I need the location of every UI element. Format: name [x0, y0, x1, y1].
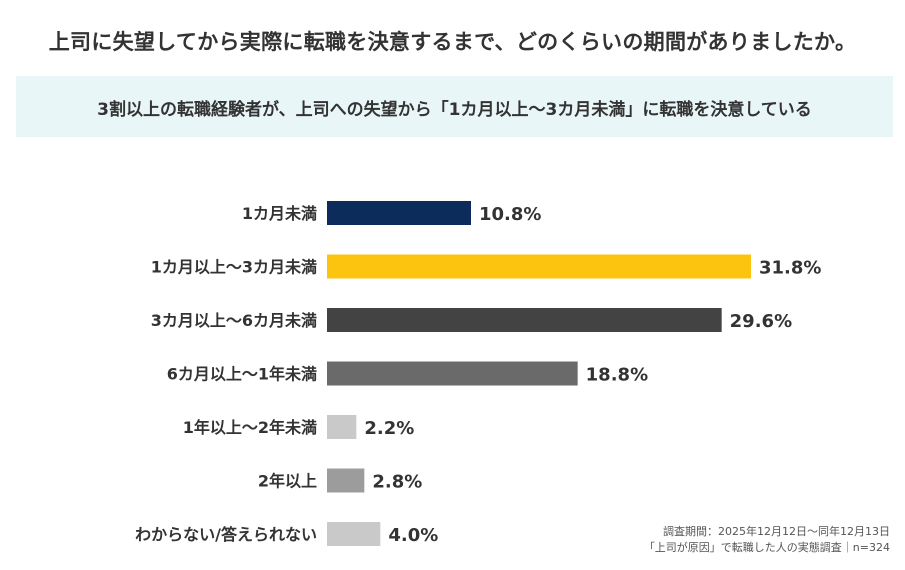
data-label: 29.6%: [730, 311, 792, 332]
category-label: 6カ月以上～1年未満: [167, 365, 317, 384]
data-label: 31.8%: [759, 258, 821, 279]
bar: [327, 415, 357, 439]
category-label: 3カ月以上～6カ月未満: [151, 311, 317, 330]
survey-period: 調査期間：2025年12月12日～同年12月13日: [663, 525, 890, 538]
bar: [327, 522, 381, 546]
subtitle-banner: 3割以上の転職経験者が、上司への失望から「1カ月以上～3カ月未満」に転職を決意し…: [16, 76, 893, 137]
bar: [327, 468, 365, 493]
data-label: 2.2%: [364, 418, 414, 439]
bar: [327, 361, 578, 386]
chart-title: 上司に失望してから実際に転職を決意するまで、どのくらいの期間がありましたか。: [48, 30, 857, 54]
survey-footnote: 調査期間：2025年12月12日～同年12月13日 「上司が原因」で転職した人の…: [604, 524, 890, 556]
data-label: 2.8%: [372, 472, 422, 493]
category-label: 2年以上: [258, 472, 317, 491]
data-label: 10.8%: [479, 204, 541, 225]
category-label: 1年以上～2年未満: [183, 418, 317, 437]
category-label: 1カ月未満: [242, 204, 317, 223]
data-label: 4.0%: [388, 525, 438, 546]
survey-source: 「上司が原因」で転職した人の実態調査｜n=324: [643, 541, 890, 554]
data-label: 18.8%: [586, 365, 648, 386]
bar: [327, 308, 722, 332]
bar: [327, 201, 471, 225]
category-label: わからない/答えられない: [135, 525, 317, 544]
category-label: 1カ月以上～3カ月未満: [151, 258, 317, 277]
bar: [327, 254, 751, 279]
chart-subtitle: 3割以上の転職経験者が、上司への失望から「1カ月以上～3カ月未満」に転職を決意し…: [97, 100, 812, 120]
